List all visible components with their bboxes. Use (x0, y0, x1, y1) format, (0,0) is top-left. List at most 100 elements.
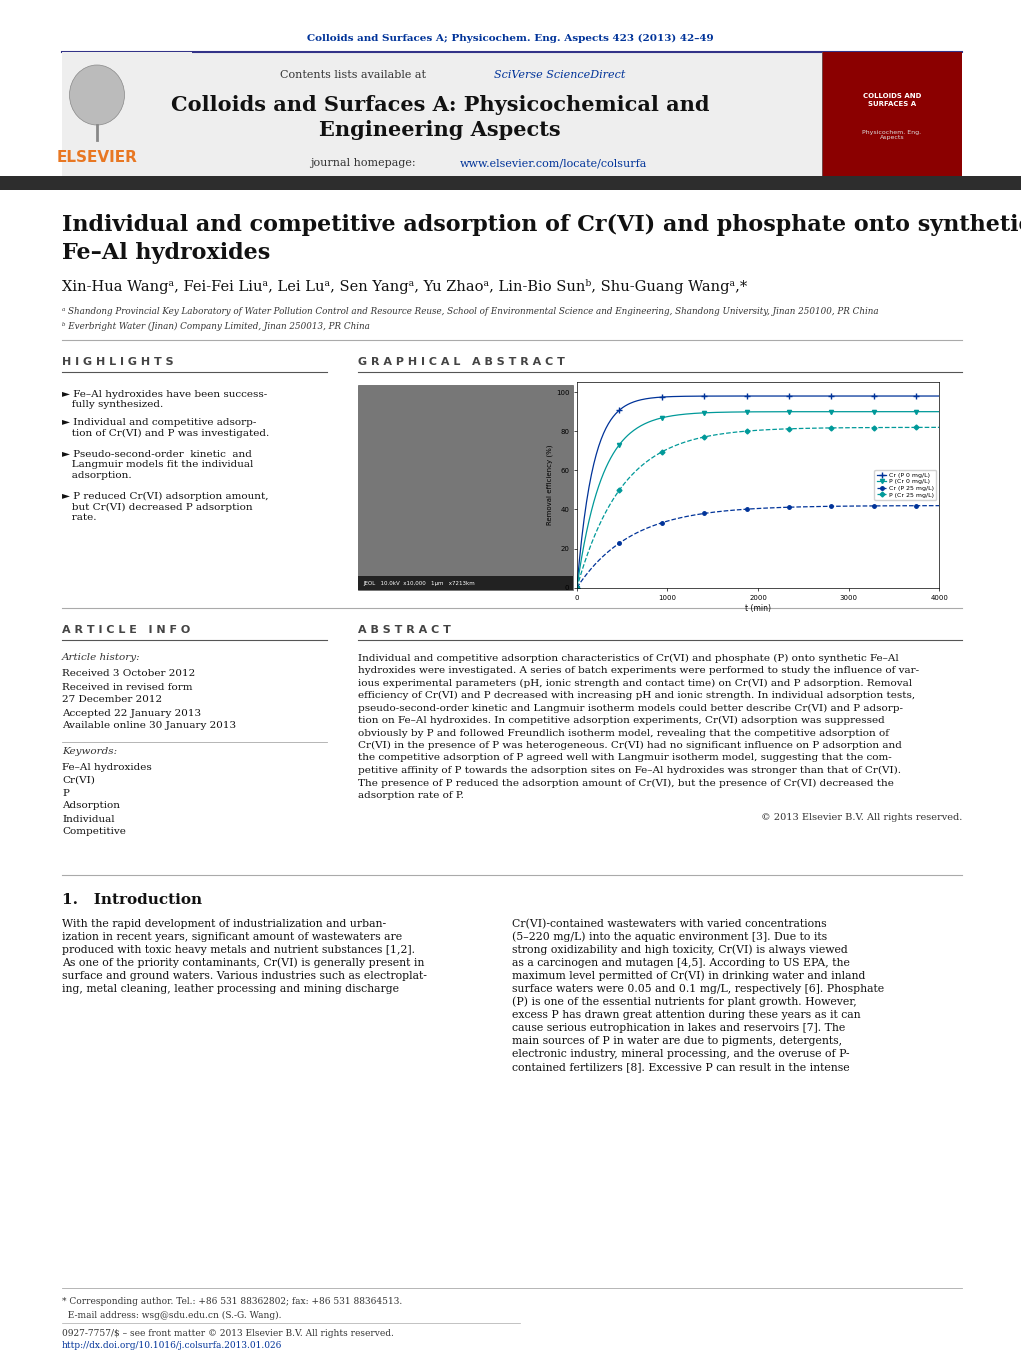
Text: Individual and competitive adsorption characteristics of Cr(VI) and phosphate (P: Individual and competitive adsorption ch… (358, 654, 898, 662)
Text: With the rapid development of industrialization and urban-: With the rapid development of industrial… (62, 919, 386, 929)
Text: G R A P H I C A L   A B S T R A C T: G R A P H I C A L A B S T R A C T (358, 357, 565, 367)
Line: P (Cr 0 mg/L): P (Cr 0 mg/L) (575, 409, 941, 590)
Text: SciVerse ScienceDirect: SciVerse ScienceDirect (494, 70, 626, 80)
Text: adsorption rate of P.: adsorption rate of P. (358, 790, 464, 800)
Text: P: P (62, 789, 68, 797)
Text: A R T I C L E   I N F O: A R T I C L E I N F O (62, 626, 190, 635)
Ellipse shape (69, 65, 125, 126)
Text: petitive affinity of P towards the adsorption sites on Fe–Al hydroxides was stro: petitive affinity of P towards the adsor… (358, 766, 901, 775)
P (Cr 0 mg/L) (792, 404, 805, 420)
Text: Competitive: Competitive (62, 828, 126, 836)
Text: ᵃ Shandong Provincial Key Laboratory of Water Pollution Control and Resource Reu: ᵃ Shandong Provincial Key Laboratory of … (62, 308, 879, 316)
Line: Cr (P 0 mg/L): Cr (P 0 mg/L) (574, 393, 942, 590)
Bar (822, 51, 962, 178)
Text: electronic industry, mineral processing, and the overuse of P-: electronic industry, mineral processing,… (512, 1048, 849, 1059)
Text: ious experimental parameters (pH, ionic strength and contact time) on Cr(VI) and: ious experimental parameters (pH, ionic … (358, 678, 912, 688)
Text: Xin-Hua Wangᵃ, Fei-Fei Liuᵃ, Lei Luᵃ, Sen Yangᵃ, Yu Zhaoᵃ, Lin-Bio Sunᵇ, Shu-Gua: Xin-Hua Wangᵃ, Fei-Fei Liuᵃ, Lei Luᵃ, Se… (62, 278, 747, 293)
Text: Cr(VI): Cr(VI) (62, 775, 95, 785)
Cr (P 0 mg/L) (876, 388, 888, 404)
Text: H I G H L I G H T S: H I G H L I G H T S (62, 357, 174, 367)
Text: Available online 30 January 2013: Available online 30 January 2013 (62, 721, 236, 731)
Text: Adsorption: Adsorption (62, 801, 120, 811)
P (Cr 0 mg/L) (786, 404, 798, 420)
P (Cr 25 mg/L) (785, 420, 797, 436)
Cr (P 25 mg/L) (786, 499, 798, 515)
Line: Cr (P 25 mg/L): Cr (P 25 mg/L) (575, 504, 941, 589)
Text: Fe–Al hydroxides: Fe–Al hydroxides (62, 242, 271, 263)
Text: efficiency of Cr(VI) and P decreased with increasing pH and ionic strength. In i: efficiency of Cr(VI) and P decreased wit… (358, 690, 915, 700)
Cr (P 25 mg/L) (785, 499, 797, 515)
P (Cr 25 mg/L) (786, 420, 798, 436)
Text: tion on Fe–Al hydroxides. In competitive adsorption experiments, Cr(VI) adsorpti: tion on Fe–Al hydroxides. In competitive… (358, 716, 885, 725)
Text: main sources of P in water are due to pigments, detergents,: main sources of P in water are due to pi… (512, 1036, 842, 1046)
Text: Cr(VI)-contained wastewaters with varied concentrations: Cr(VI)-contained wastewaters with varied… (512, 919, 827, 929)
Cr (P 0 mg/L) (786, 388, 798, 404)
Line: P (Cr 25 mg/L): P (Cr 25 mg/L) (575, 426, 941, 589)
Text: Individual and competitive adsorption of Cr(VI) and phosphate onto synthetic: Individual and competitive adsorption of… (62, 213, 1021, 236)
Text: The presence of P reduced the adsorption amount of Cr(VI), but the presence of C: The presence of P reduced the adsorption… (358, 778, 893, 788)
Text: www.elsevier.com/locate/colsurfa: www.elsevier.com/locate/colsurfa (460, 158, 647, 168)
Text: strong oxidizability and high toxicity, Cr(VI) is always viewed: strong oxidizability and high toxicity, … (512, 944, 847, 955)
Cr (P 0 mg/L) (792, 388, 805, 404)
Text: Article history:: Article history: (62, 654, 141, 662)
P (Cr 25 mg/L) (900, 419, 912, 435)
Text: 0927-7757/$ – see front matter © 2013 Elsevier B.V. All rights reserved.: 0927-7757/$ – see front matter © 2013 El… (62, 1328, 394, 1337)
Text: (P) is one of the essential nutrients for plant growth. However,: (P) is one of the essential nutrients fo… (512, 997, 857, 1008)
Text: ► P reduced Cr(VI) adsorption amount,
   but Cr(VI) decreased P adsorption
   ra: ► P reduced Cr(VI) adsorption amount, bu… (62, 492, 269, 521)
Text: ing, metal cleaning, leather processing and mining discharge: ing, metal cleaning, leather processing … (62, 984, 399, 994)
P (Cr 25 mg/L) (571, 580, 583, 596)
Text: obviously by P and followed Freundlich isotherm model, revealing that the compet: obviously by P and followed Freundlich i… (358, 728, 889, 738)
Text: cause serious eutrophication in lakes and reservoirs [7]. The: cause serious eutrophication in lakes an… (512, 1023, 845, 1034)
P (Cr 25 mg/L) (792, 420, 805, 436)
Text: journal homepage:: journal homepage: (310, 158, 420, 168)
Text: surface waters were 0.05 and 0.1 mg/L, respectively [6]. Phosphate: surface waters were 0.05 and 0.1 mg/L, r… (512, 984, 884, 994)
Text: Received in revised form: Received in revised form (62, 682, 193, 692)
Text: Cr(VI) in the presence of P was heterogeneous. Cr(VI) had no significant influen: Cr(VI) in the presence of P was heteroge… (358, 740, 902, 750)
Text: Fe–Al hydroxides: Fe–Al hydroxides (62, 762, 152, 771)
P (Cr 0 mg/L) (933, 404, 945, 420)
Text: Individual: Individual (62, 815, 114, 824)
Text: ELSEVIER: ELSEVIER (56, 150, 138, 166)
X-axis label: t (min): t (min) (745, 604, 771, 613)
Bar (62, 51, 822, 178)
Text: surface and ground waters. Various industries such as electroplat-: surface and ground waters. Various indus… (62, 971, 427, 981)
Text: © 2013 Elsevier B.V. All rights reserved.: © 2013 Elsevier B.V. All rights reserved… (761, 813, 962, 823)
Text: Colloids and Surfaces A: Physicochemical and: Colloids and Surfaces A: Physicochemical… (171, 95, 710, 115)
P (Cr 0 mg/L) (571, 580, 583, 596)
Text: ► Individual and competitive adsorp-
   tion of Cr(VI) and P was investigated.: ► Individual and competitive adsorp- tio… (62, 417, 270, 438)
Cr (P 25 mg/L) (792, 499, 805, 515)
Text: pseudo-second-order kinetic and Langmuir isotherm models could better describe C: pseudo-second-order kinetic and Langmuir… (358, 704, 903, 712)
P (Cr 0 mg/L) (572, 571, 584, 588)
P (Cr 0 mg/L) (785, 404, 797, 420)
Text: As one of the priority contaminants, Cr(VI) is generally present in: As one of the priority contaminants, Cr(… (62, 958, 425, 969)
Cr (P 0 mg/L) (933, 388, 945, 404)
Legend: Cr (P 0 mg/L), P (Cr 0 mg/L), Cr (P 25 mg/L), P (Cr 25 mg/L): Cr (P 0 mg/L), P (Cr 0 mg/L), Cr (P 25 m… (874, 470, 936, 500)
Text: ᵇ Everbright Water (Jinan) Company Limited, Jinan 250013, PR China: ᵇ Everbright Water (Jinan) Company Limit… (62, 322, 370, 331)
Bar (358, 576, 573, 590)
Text: the competitive adsorption of P agreed well with Langmuir isotherm model, sugges: the competitive adsorption of P agreed w… (358, 754, 891, 762)
Cr (P 0 mg/L) (900, 388, 912, 404)
Text: Accepted 22 January 2013: Accepted 22 January 2013 (62, 708, 201, 717)
Cr (P 25 mg/L) (572, 578, 584, 594)
Text: Contents lists available at: Contents lists available at (280, 70, 430, 80)
Text: ► Fe–Al hydroxides have been success-
   fully synthesized.: ► Fe–Al hydroxides have been success- fu… (62, 390, 268, 409)
Text: produced with toxic heavy metals and nutrient substances [1,2].: produced with toxic heavy metals and nut… (62, 944, 415, 955)
Cr (P 25 mg/L) (900, 497, 912, 513)
Text: COLLOIDS AND
SURFACES A: COLLOIDS AND SURFACES A (863, 93, 921, 107)
Text: Colloids and Surfaces A; Physicochem. Eng. Aspects 423 (2013) 42–49: Colloids and Surfaces A; Physicochem. En… (306, 34, 714, 43)
Bar (358, 385, 573, 590)
Text: Engineering Aspects: Engineering Aspects (320, 120, 561, 141)
Bar (62, 51, 192, 178)
Text: E-mail address: wsg@sdu.edu.cn (S.-G. Wang).: E-mail address: wsg@sdu.edu.cn (S.-G. Wa… (62, 1310, 282, 1320)
Text: ization in recent years, significant amount of wastewaters are: ization in recent years, significant amo… (62, 932, 402, 942)
P (Cr 25 mg/L) (933, 419, 945, 435)
Text: Received 3 October 2012: Received 3 October 2012 (62, 670, 195, 678)
Text: hydroxides were investigated. A series of batch experiments were performed to st: hydroxides were investigated. A series o… (358, 666, 919, 676)
P (Cr 25 mg/L) (876, 419, 888, 435)
Cr (P 25 mg/L) (933, 497, 945, 513)
Cr (P 25 mg/L) (876, 497, 888, 513)
Text: contained fertilizers [8]. Excessive P can result in the intense: contained fertilizers [8]. Excessive P c… (512, 1062, 849, 1071)
Text: JEOL   10.0kV  x10,000   1μm   x7213km: JEOL 10.0kV x10,000 1μm x7213km (363, 581, 475, 585)
Text: (5–220 mg/L) into the aquatic environment [3]. Due to its: (5–220 mg/L) into the aquatic environmen… (512, 932, 827, 942)
Text: Physicochem. Eng.
Aspects: Physicochem. Eng. Aspects (863, 130, 922, 141)
